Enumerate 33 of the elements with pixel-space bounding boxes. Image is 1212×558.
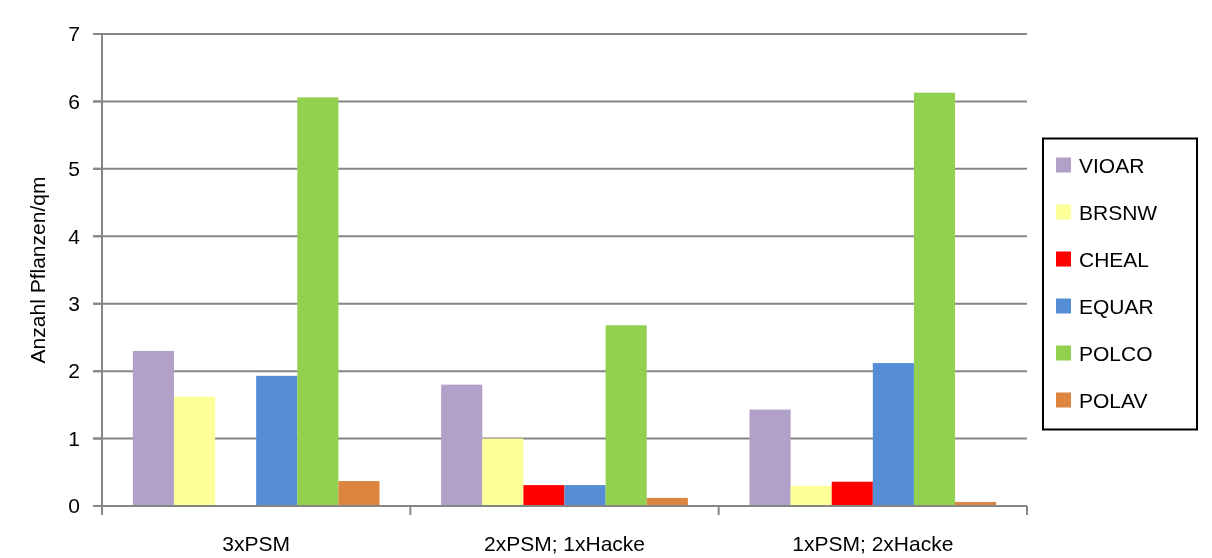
bar <box>831 481 873 506</box>
y-tick-label: 6 <box>68 89 80 113</box>
bar <box>913 92 956 506</box>
legend-label: VIOAR <box>1079 153 1145 177</box>
y-tick-label: 2 <box>68 359 80 383</box>
bar <box>872 363 914 506</box>
bar <box>749 409 791 506</box>
legend-label: BRSNW <box>1079 200 1158 224</box>
legend-label: CHEAL <box>1079 247 1150 271</box>
bar <box>790 485 832 506</box>
bar <box>441 384 483 506</box>
bar <box>338 481 380 506</box>
y-tick-label: 7 <box>68 22 80 46</box>
legend-label: POLAV <box>1079 388 1148 412</box>
bar <box>256 375 298 506</box>
x-tick-label: 1xPSM; 2xHacke <box>792 532 954 556</box>
y-axis-title: Anzahl Pflanzen/qm <box>26 176 50 364</box>
x-tick-label: 2xPSM; 1xHacke <box>483 532 646 556</box>
bar <box>132 350 174 506</box>
bar <box>605 325 647 506</box>
bar <box>297 97 339 506</box>
bar <box>523 485 565 506</box>
bar <box>482 438 524 506</box>
y-tick-label: 5 <box>68 157 80 181</box>
x-tick-label: 3xPSM <box>222 532 291 556</box>
y-tick-label: 4 <box>68 224 81 248</box>
legend-label: POLCO <box>1079 341 1153 365</box>
y-tick-label: 1 <box>68 426 80 450</box>
y-tick-label: 0 <box>68 494 80 518</box>
bar <box>173 396 216 506</box>
y-tick-label: 3 <box>68 292 80 316</box>
bar <box>564 485 606 506</box>
legend-label: EQUAR <box>1079 294 1154 318</box>
